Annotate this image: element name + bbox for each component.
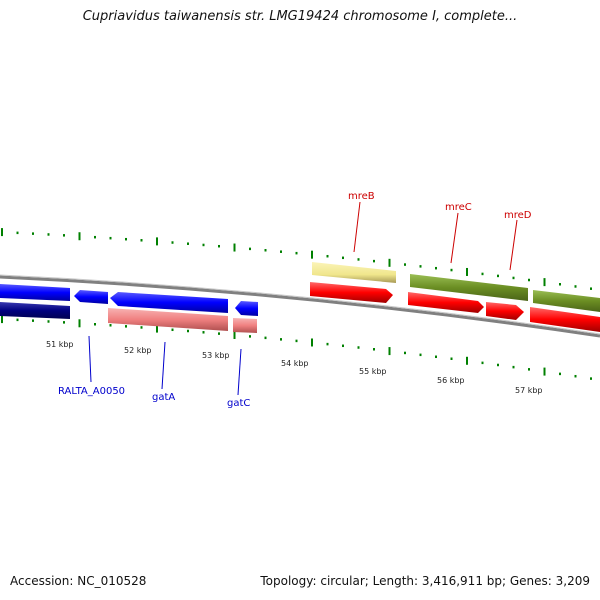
feature-gatc[interactable] — [233, 318, 257, 333]
tick-label-54kbp: 54 kbp — [281, 359, 309, 368]
gene-next-forward[interactable] — [530, 307, 600, 332]
tick-label-56kbp: 56 kbp — [437, 376, 465, 385]
gene-label-mrec[interactable]: mreC — [445, 202, 472, 213]
gene-label-ralta-a0050[interactable]: RALTA_A0050 — [58, 386, 125, 397]
feature-gata[interactable] — [108, 308, 228, 331]
leader-mred — [509, 219, 518, 271]
feature-mrec[interactable] — [410, 274, 528, 301]
leader-gata — [161, 341, 166, 390]
genome-summary-text: Topology: circular; Length: 3,416,911 bp… — [260, 574, 590, 588]
outer-tick-ring — [1, 228, 592, 290]
gene-label-gata[interactable]: gatA — [152, 392, 175, 403]
tick-label-53kbp: 53 kbp — [202, 351, 230, 360]
leader-mrec — [450, 212, 459, 264]
tick-label-57kbp: 57 kbp — [515, 386, 543, 395]
feature-mred[interactable] — [533, 290, 600, 312]
gene-gata-forward[interactable] — [110, 292, 228, 313]
feature-ralta-a0050[interactable] — [0, 302, 70, 319]
accession-text: Accession: NC_010528 — [10, 574, 147, 588]
gene-ralta-a0049[interactable] — [74, 290, 108, 304]
feature-mreb[interactable] — [312, 262, 396, 283]
leader-ralta-a0050 — [88, 335, 92, 383]
gene-mreb-forward[interactable] — [310, 282, 393, 303]
genome-backbone — [0, 275, 600, 338]
gene-ralta-a0050-reverse[interactable] — [0, 284, 70, 301]
inner-tick-ring — [1, 315, 592, 380]
tick-label-52kbp: 52 kbp — [124, 346, 152, 355]
gene-label-gatc[interactable]: gatC — [227, 398, 250, 409]
leader-gatc — [237, 348, 242, 396]
gene-label-mred[interactable]: mreD — [504, 210, 532, 221]
leader-mreb — [353, 201, 361, 253]
map-title: Cupriavidus taiwanensis str. LMG19424 ch… — [82, 9, 518, 24]
gene-label-mreb[interactable]: mreB — [348, 191, 375, 202]
tick-label-51kbp: 51 kbp — [46, 340, 74, 349]
gene-mrec-forward[interactable] — [408, 292, 484, 313]
gene-mred-forward[interactable] — [486, 302, 524, 320]
tick-label-55kbp: 55 kbp — [359, 367, 387, 376]
genome-backbone-highlight — [0, 274, 600, 335]
gene-gatc-forward[interactable] — [235, 301, 258, 316]
